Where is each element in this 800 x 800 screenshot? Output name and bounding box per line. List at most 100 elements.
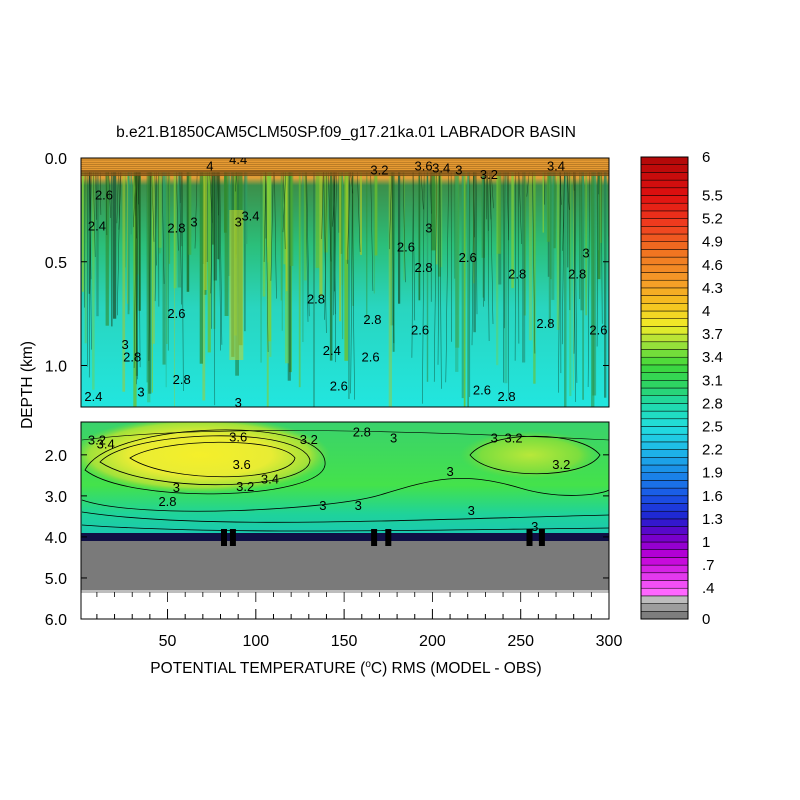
contour-line [356, 167, 361, 253]
contour-line [350, 167, 353, 394]
colorbar-box [640, 264, 689, 273]
y-tick-label: 0.0 [45, 151, 67, 168]
streak [281, 172, 283, 331]
contour-label: 2.6 [330, 378, 348, 393]
streak [604, 172, 607, 398]
colorbar-box [640, 295, 689, 304]
contour-label: 3 [582, 246, 589, 261]
streak [564, 172, 567, 407]
colorbar-box [640, 380, 689, 389]
colorbar-label: 1 [702, 534, 710, 551]
contour-label: 3 [173, 480, 180, 495]
colorbar-label: 4.6 [702, 257, 723, 274]
seafloor-gray [81, 541, 609, 592]
colorbar-label: 3.4 [702, 349, 723, 366]
colorbar-box [640, 495, 689, 504]
colorbar-box [640, 410, 689, 420]
contour-line [471, 167, 475, 346]
contour-label: 2.6 [167, 306, 185, 321]
streak [298, 172, 301, 388]
upper-panel-streaks [81, 158, 609, 407]
x-axis-label-suffix: C) RMS (MODEL - OBS) [371, 660, 542, 677]
y-tick-label: 2.0 [45, 448, 67, 465]
contour-label: 2.8 [307, 291, 325, 306]
contour-label: 4 [206, 158, 213, 173]
contour-line [439, 167, 442, 389]
contour-label: 4.4 [229, 152, 247, 167]
contour-label: 3 [319, 498, 326, 513]
streak [138, 172, 141, 311]
colorbar-box [640, 487, 689, 497]
streak [496, 172, 501, 254]
contour-label: 3 [446, 464, 453, 479]
streak [511, 172, 514, 289]
contour-line [84, 167, 86, 308]
streak [523, 172, 526, 316]
colorbar-frame [640, 156, 689, 620]
contour-line [116, 167, 119, 224]
contour-line [81, 430, 609, 441]
contour-label: 3 [190, 215, 197, 230]
colorbar-box [640, 364, 689, 373]
seafloor-bump [229, 529, 236, 546]
streak [319, 172, 323, 297]
contour-line [532, 167, 536, 354]
contour-label: 3.2 [88, 433, 106, 448]
streak [151, 172, 153, 393]
contour-label: 2.8 [167, 221, 185, 236]
streak [426, 172, 429, 382]
colorbar-box [640, 587, 689, 597]
streak [105, 172, 109, 326]
colorbar-box [640, 187, 689, 196]
streak [92, 172, 95, 390]
contour-line [118, 167, 122, 230]
colorbar-label: 3.1 [702, 372, 723, 389]
streak [345, 172, 349, 260]
warm-streak [229, 210, 244, 360]
contour-label: 2.4 [84, 389, 102, 404]
streak [269, 172, 272, 357]
contour-line [84, 429, 326, 495]
x-tick-label: 100 [242, 633, 269, 650]
colorbar-label: 2.2 [702, 442, 723, 459]
colorbar-box [640, 349, 689, 358]
colorbar-box [640, 418, 689, 427]
streak [454, 172, 456, 279]
streak [177, 172, 182, 288]
lower-panel-frame [80, 421, 610, 620]
colorbar-label: 4.9 [702, 234, 723, 251]
colorbar-box [640, 457, 689, 466]
colorbar-box [640, 202, 689, 212]
colorbar-box [640, 249, 689, 258]
colorbar [640, 156, 689, 620]
contour-line [133, 167, 137, 228]
contour-line [88, 167, 91, 378]
streak [463, 172, 466, 407]
x-axis-label-prefix: POTENTIAL TEMPERATURE ( [150, 660, 366, 677]
streak [216, 172, 220, 260]
contour-label: 3.2 [552, 457, 570, 472]
contour-label: 3 [355, 498, 362, 513]
contour-line [483, 167, 485, 307]
contour-label: 3.2 [370, 163, 388, 178]
streak [579, 172, 581, 299]
warm-core-east [460, 431, 600, 479]
colorbar-box [640, 233, 689, 242]
contour-label: 2.8 [363, 312, 381, 327]
streak [173, 172, 177, 289]
y-axis-label: DEPTH (km) [19, 341, 36, 429]
streak [228, 172, 231, 276]
contour-line [99, 435, 311, 486]
contour-label: 2.6 [459, 250, 477, 265]
streak [359, 172, 362, 255]
streak [390, 172, 394, 326]
contour-line [487, 167, 490, 342]
x-axis: 50 100 150 200 250 300 [96, 592, 622, 650]
y-tick-label: 5.0 [45, 571, 67, 588]
contour-line [370, 167, 374, 291]
contour-line [181, 167, 184, 392]
streak [550, 172, 552, 280]
streak [572, 172, 574, 391]
colorbar-box [640, 318, 689, 327]
